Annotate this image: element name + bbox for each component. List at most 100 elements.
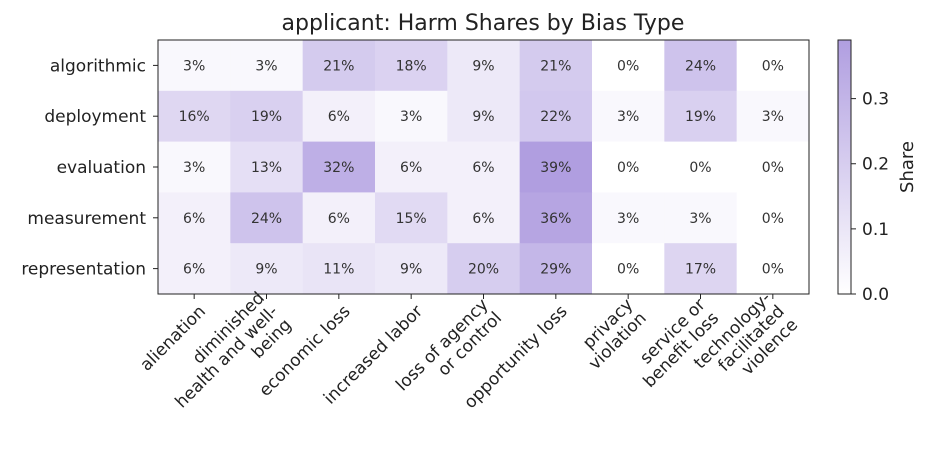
cell-label: 18%: [396, 58, 427, 74]
cell-label: 3%: [689, 211, 711, 227]
cell-label: 15%: [396, 211, 427, 227]
row-label: evaluation: [57, 158, 146, 178]
heatmap-cell: [302, 192, 376, 244]
heatmap-cell: [592, 141, 665, 193]
heatmap-cell: [302, 90, 376, 143]
heatmap-cell: [664, 90, 738, 143]
heatmap-cell: [230, 90, 304, 143]
cell-label: 11%: [323, 262, 354, 278]
cell-label: 3%: [255, 58, 277, 74]
heatmap-cell: [519, 40, 593, 92]
heatmap-cell: [736, 192, 810, 244]
heatmap-cell: [302, 40, 376, 92]
cell-label: 9%: [472, 109, 494, 125]
cell-label: 19%: [685, 109, 716, 125]
heatmap-cell: [302, 243, 376, 295]
cell-label: 3%: [183, 58, 205, 74]
heatmap-cell: [230, 192, 304, 244]
cell-label: 6%: [183, 262, 205, 278]
cell-label: 3%: [617, 109, 639, 125]
cell-label: 6%: [328, 109, 350, 125]
cell-label: 0%: [689, 160, 711, 176]
colorbar-label: Share: [897, 141, 918, 193]
cell-label: 24%: [685, 58, 716, 74]
heatmap-cell: [158, 40, 231, 92]
colorbar-gradient: [837, 39, 852, 295]
row-label: deployment: [44, 107, 146, 127]
cell-label: 6%: [328, 211, 350, 227]
cell-label: 21%: [323, 58, 354, 74]
heatmap-cell: [447, 243, 521, 295]
heatmap-cell: [375, 141, 448, 193]
heatmap-cell: [375, 192, 448, 244]
row-labels: algorithmic deployment evaluation measureme…: [21, 56, 158, 280]
cell-label: 0%: [762, 160, 784, 176]
heatmap-cell: [736, 40, 810, 92]
heatmap-cell: [519, 192, 593, 244]
heatmap-cell: [230, 243, 304, 295]
heatmap-cell: [519, 90, 593, 143]
heatmap-cell: [592, 90, 665, 143]
cell-label: 6%: [400, 160, 422, 176]
heatmap-cell: [664, 243, 738, 295]
heatmap-cell: [158, 90, 231, 143]
heatmap-cell: [736, 141, 810, 193]
column-label: technology-facilitatedviolence: [690, 288, 802, 400]
column-label: diminishedhealth and well-being: [158, 288, 296, 426]
heatmap-cells: 3% 3% 21% 18% 9% 21% 0% 24% 0% 16% 19% 6% 3% 9% 22% 3% 1…: [158, 40, 810, 295]
cell-label: 24%: [251, 211, 282, 227]
cell-label: 9%: [472, 58, 494, 74]
heatmap-cell: [230, 40, 304, 92]
heatmap-cell: [736, 243, 810, 295]
colorbar: 0.0 0.1 0.2 0.3 Share: [837, 39, 918, 305]
heatmap-cell: [302, 141, 376, 193]
cell-label: 32%: [323, 160, 354, 176]
heatmap-cell: [447, 192, 521, 244]
row-label: algorithmic: [50, 56, 146, 76]
colorbar-tick-label: 0.2: [862, 155, 889, 175]
heatmap-cell: [447, 40, 521, 92]
cell-label: 17%: [685, 262, 716, 278]
cell-label: 0%: [617, 58, 639, 74]
heatmap-cell: [736, 90, 810, 143]
heatmap-cell: [230, 141, 304, 193]
heatmap-cell: [158, 192, 231, 244]
cell-label: 6%: [472, 160, 494, 176]
cell-label: 3%: [617, 211, 639, 227]
heatmap-cell: [447, 141, 521, 193]
cell-label: 21%: [540, 58, 571, 74]
cell-label: 3%: [762, 109, 784, 125]
heatmap-cell: [519, 243, 593, 295]
cell-label: 39%: [540, 160, 571, 176]
cell-label: 9%: [255, 262, 277, 278]
heatmap-cell: [664, 192, 738, 244]
column-label: privacyviolation: [572, 295, 651, 374]
heatmap-cell: [592, 40, 665, 92]
heatmap-cell: [375, 90, 448, 143]
colorbar-tick-label: 0.1: [862, 220, 889, 240]
cell-label: 0%: [762, 262, 784, 278]
heatmap-cell: [375, 243, 448, 295]
cell-label: 19%: [251, 109, 282, 125]
cell-label: 0%: [617, 160, 639, 176]
chart-title: applicant: Harm Shares by Bias Type: [282, 11, 685, 36]
heatmap-cell: [592, 243, 665, 295]
cell-label: 22%: [540, 109, 571, 125]
cell-label: 6%: [183, 211, 205, 227]
cell-label: 3%: [400, 109, 422, 125]
cell-label: 9%: [400, 262, 422, 278]
row-label: representation: [21, 260, 146, 280]
row-label: measurement: [27, 209, 146, 229]
cell-label: 0%: [762, 211, 784, 227]
heatmap-cell: [447, 90, 521, 143]
heatmap-cell: [592, 192, 665, 244]
cell-label: 20%: [468, 262, 499, 278]
cell-label: 3%: [183, 160, 205, 176]
cell-label: 13%: [251, 160, 282, 176]
cell-label: 0%: [617, 262, 639, 278]
colorbar-tick-label: 0.3: [862, 90, 889, 110]
heatmap-cell: [519, 141, 593, 193]
heatmap-cell: [158, 141, 231, 193]
